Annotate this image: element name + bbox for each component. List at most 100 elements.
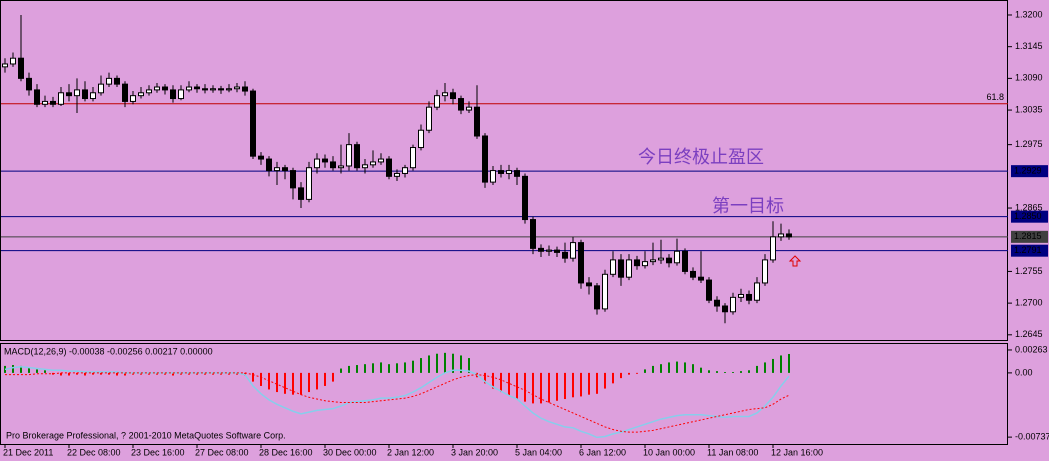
candle-body: [418, 129, 424, 149]
candle-body: [18, 57, 24, 79]
candle-body: [634, 259, 640, 267]
candle-body: [770, 236, 776, 261]
arrow-up: [788, 255, 802, 267]
x-tick-label: 10 Jan 00:00: [643, 447, 695, 457]
candle-body: [474, 106, 480, 137]
candle-body: [154, 86, 160, 91]
candle-body: [626, 259, 632, 278]
candle-body: [674, 250, 680, 264]
candle-body: [410, 147, 416, 169]
candle-body: [730, 296, 736, 313]
candle-body: [426, 106, 432, 131]
candle-body: [242, 86, 248, 92]
macd-title: MACD(12,26,9) -0.00038 -0.00256 0.00217 …: [4, 346, 213, 356]
candle-body: [386, 158, 392, 177]
candle-body: [778, 233, 784, 238]
candle-body: [610, 259, 616, 275]
candle-body: [314, 158, 320, 169]
candle-body: [74, 89, 80, 97]
candle-body: [546, 249, 552, 252]
candle-body: [282, 167, 288, 172]
candle-body: [786, 233, 792, 238]
candle-body: [658, 257, 664, 261]
annotation: 第一目标: [712, 196, 784, 217]
candle-body: [586, 282, 592, 287]
y-tick-label: 1.2755: [1015, 266, 1043, 276]
x-tick-label: 11 Jan 08:00: [707, 447, 758, 457]
candle-body: [450, 92, 456, 100]
candle-body: [666, 257, 672, 264]
candle-body: [114, 77, 120, 85]
x-tick-label: 28 Dec 16:00: [259, 447, 313, 457]
candle-body: [34, 89, 40, 105]
candle-body: [26, 77, 32, 91]
candle-body: [698, 276, 704, 281]
candle-body: [650, 259, 656, 263]
candle-body: [90, 92, 96, 100]
candle-body: [162, 86, 168, 91]
candle-body: [346, 144, 352, 167]
macd-line: [5, 372, 790, 433]
x-tick-label: 22 Dec 08:00: [67, 447, 121, 457]
x-tick-label: 3 Jan 20:00: [451, 447, 498, 457]
y-tick-label: 1.2865: [1015, 202, 1043, 212]
candle-body: [402, 167, 408, 174]
candle-body: [50, 100, 56, 105]
candle-body: [250, 90, 256, 157]
candle-body: [570, 242, 576, 259]
candle-body: [98, 83, 104, 94]
candle-body: [170, 89, 176, 100]
candle-body: [362, 164, 368, 169]
level-label: 1.2929: [1014, 166, 1042, 176]
x-tick-label: 27 Dec 08:00: [195, 447, 249, 457]
candle-body: [266, 158, 272, 172]
candle-body: [690, 270, 696, 278]
candle-body: [330, 161, 336, 169]
candle-body: [394, 172, 400, 177]
x-tick-label: 23 Dec 16:00: [131, 447, 185, 457]
candle-body: [506, 170, 512, 174]
x-tick-label: 6 Jan 12:00: [579, 447, 626, 457]
candle-body: [706, 279, 712, 301]
y-tick-label: -0.00737: [1015, 431, 1049, 441]
candle-body: [194, 86, 200, 90]
candle-body: [498, 170, 504, 174]
candle-body: [458, 98, 464, 111]
macd-line: [4, 366, 790, 439]
candle-body: [130, 95, 136, 102]
candle-body: [338, 165, 344, 169]
level-label: 1.2791: [1014, 245, 1042, 255]
candle-body: [106, 77, 112, 85]
candle-body: [482, 135, 488, 183]
candle-body: [146, 89, 152, 94]
candle-body: [378, 158, 384, 163]
candle-body: [434, 95, 440, 108]
candle-body: [122, 83, 128, 102]
candle-body: [210, 88, 216, 91]
candle-body: [10, 57, 16, 65]
candle-body: [722, 305, 728, 313]
candle-body: [218, 88, 224, 91]
level-box: [1011, 165, 1048, 178]
candle-body: [554, 249, 560, 253]
candle-body: [738, 293, 744, 298]
y-tick-label: 0.00: [1015, 367, 1033, 377]
candle-body: [618, 259, 624, 278]
candle-body: [562, 251, 568, 259]
y-tick-label: 0.00263: [1015, 344, 1048, 354]
candle-body: [82, 89, 88, 100]
candle-body: [178, 89, 184, 100]
candle-body: [226, 88, 232, 91]
candle-body: [442, 92, 448, 97]
y-tick-label: 1.3035: [1015, 104, 1043, 114]
candle-body: [762, 259, 768, 284]
x-tick-label: 2 Jan 12:00: [387, 447, 434, 457]
candle-body: [66, 92, 72, 97]
candle-body: [354, 144, 360, 169]
candle-body: [370, 161, 376, 166]
annotation: 今日终极止盈区: [638, 147, 764, 168]
candle-body: [306, 167, 312, 200]
main-frame: [0, 0, 1008, 341]
